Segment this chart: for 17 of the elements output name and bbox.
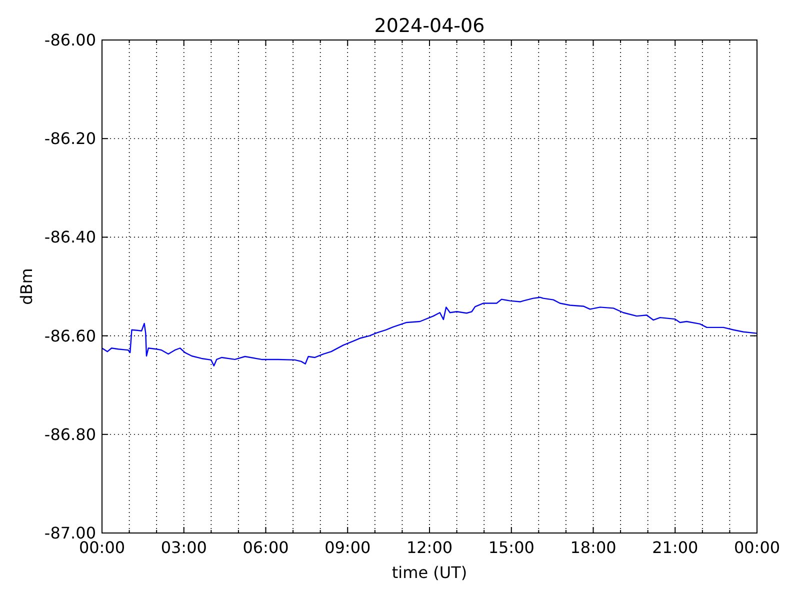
x-tick-label: 21:00 [652, 538, 698, 557]
x-tick-label: 09:00 [324, 538, 371, 557]
y-tick-label: -86.80 [44, 424, 96, 444]
y-tick-label: -86.60 [44, 326, 96, 346]
y-tick-label: -86.00 [44, 30, 96, 50]
x-tick-label: 12:00 [406, 538, 453, 557]
x-tick-label: 18:00 [570, 538, 616, 557]
line-series [102, 296, 757, 366]
x-tick-label: 00:00 [734, 538, 780, 557]
x-tick-label: 06:00 [242, 538, 289, 557]
y-tick-label: -86.20 [44, 129, 96, 148]
chart-title: 2024-04-06 [374, 15, 485, 37]
y-tick-label: -86.40 [44, 228, 96, 247]
x-tick-label: 15:00 [488, 538, 534, 557]
y-axis-title: dBm [17, 268, 36, 305]
x-tick-label: 03:00 [160, 538, 207, 557]
x-axis-title: time (UT) [392, 563, 468, 582]
